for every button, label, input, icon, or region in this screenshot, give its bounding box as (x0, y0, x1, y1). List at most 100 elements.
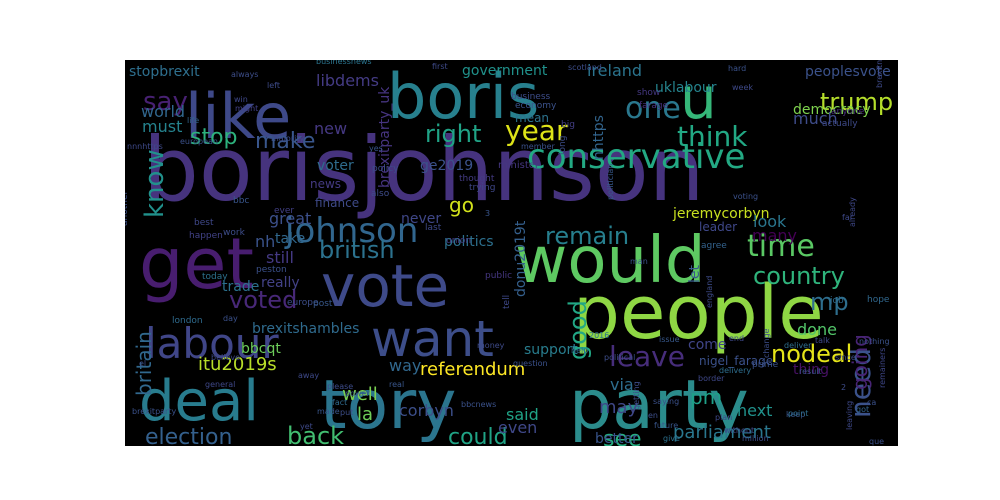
cloud-word-without: without (724, 426, 754, 435)
cloud-word-money: money (477, 341, 505, 350)
cloud-word-johnson: johnson (284, 211, 418, 251)
cloud-word-economy: economy (515, 101, 557, 111)
cloud-word-mp: mp (810, 288, 849, 316)
cloud-word-leader: leader (699, 220, 737, 234)
cloud-word-talk: talk (815, 336, 830, 345)
cloud-word-go: go (449, 193, 474, 217)
cloud-word-tory: tory (320, 366, 456, 445)
cloud-word-union: union (446, 236, 471, 246)
cloud-word-plan: plan (715, 413, 732, 422)
cloud-word-peston: peston (256, 265, 287, 275)
cloud-word-voting: voting (733, 192, 758, 201)
cloud-word-ever: ever (274, 206, 294, 216)
cloud-word-trade: trade (222, 279, 259, 295)
cloud-word-prime: prime (752, 360, 779, 370)
cloud-word-might: might (235, 104, 258, 113)
cloud-word-away: away (298, 371, 319, 380)
cloud-word-referendum: referendum (420, 359, 525, 380)
cloud-word-better: better (595, 431, 638, 446)
cloud-word-new: new (314, 119, 347, 138)
cloud-word-done: done (797, 320, 837, 339)
cloud-word-would: would (515, 224, 705, 298)
cloud-word-million: million (742, 434, 769, 443)
cloud-word-delivery: delivery (719, 366, 751, 375)
cloud-word-minister: minister (498, 160, 540, 171)
cloud-word-uklabour: uklabour (655, 80, 717, 96)
cloud-word-mean: mean (515, 111, 549, 125)
cloud-word-even: even (498, 418, 537, 437)
cloud-word-leave: leave (609, 340, 685, 373)
cloud-word-also: also (371, 189, 390, 199)
cloud-word-london: london (172, 316, 203, 326)
cloud-word-brexitparty: brexitparty (132, 407, 176, 416)
cloud-word-europe: europe (287, 298, 319, 308)
cloud-word-news: news (310, 177, 341, 191)
cloud-word-world: world (141, 102, 185, 121)
cloud-word-still: still (266, 248, 294, 267)
cloud-word-already: already (848, 197, 857, 227)
cloud-word-another: another (125, 191, 130, 226)
cloud-word-going: going (848, 334, 872, 390)
cloud-word-let: let (687, 264, 703, 283)
cloud-word-nh: nh (255, 232, 275, 251)
cloud-word-really: really (261, 275, 300, 291)
cloud-word-power: power (345, 389, 370, 398)
cloud-word-know: know (140, 149, 170, 218)
cloud-word-result: result (799, 367, 822, 376)
cloud-word-best: best (194, 218, 214, 228)
cloud-word-year: year (505, 114, 568, 147)
cloud-word-brexitshambles: brexitshambles (252, 321, 359, 337)
cloud-word-big: big (561, 120, 575, 130)
cloud-word-parliament: parliament (673, 422, 771, 443)
cloud-word-politics: politics (444, 234, 494, 250)
cloud-word-itu2019s: itu2019s (198, 354, 277, 375)
cloud-word-democracy: democracy (793, 102, 871, 118)
cloud-word-jeremycorbyn: jeremycorbyn (672, 206, 770, 222)
cloud-word-support: support (524, 342, 578, 358)
cloud-word-el: el (139, 359, 146, 368)
cloud-word-remain: remain (545, 222, 629, 250)
cloud-word-thought: thought (459, 174, 495, 184)
cloud-word-said: said (506, 405, 539, 424)
cloud-word-never: never (401, 211, 441, 227)
cloud-word-agree: agree (701, 241, 727, 251)
cloud-word-3: 3 (485, 209, 490, 218)
cloud-word-always: always (231, 70, 258, 79)
cloud-word-european: european (180, 137, 218, 146)
cloud-word-believe: believe (211, 353, 240, 362)
cloud-word-see: see (603, 427, 642, 446)
cloud-word-england: england (705, 276, 714, 308)
cloud-word-member: member (521, 142, 556, 151)
cloud-word-please: please (327, 382, 353, 391)
cloud-word-businessnews: businessnews (316, 60, 372, 66)
cloud-word-next: next (737, 401, 772, 420)
cloud-word-anyone: anyone (831, 107, 865, 117)
cloud-word-long: long (558, 136, 568, 155)
cloud-word-well: well (342, 384, 378, 405)
cloud-word-corbyn: corbyn (399, 401, 454, 420)
cloud-word-bbc: bbc (233, 196, 249, 206)
cloud-word-leaving: leaving (845, 401, 854, 430)
cloud-word-border: border (698, 374, 725, 383)
cloud-word-farage: farage (639, 101, 669, 111)
cloud-word-brexitparty-uk: brexitparty_uk (377, 86, 393, 188)
cloud-word-trying: trying (469, 183, 495, 193)
cloud-word-business: business (511, 92, 551, 102)
cloud-word-future: future (654, 421, 678, 430)
cloud-word-deliver: deliver (784, 341, 812, 350)
cloud-word-borisjohnson: borisjohnson (143, 118, 704, 221)
cloud-word-yes: yes (369, 144, 383, 153)
cloud-word-2: 2 (841, 383, 846, 392)
cloud-word-one: one (625, 91, 681, 126)
cloud-word-thing: thing (793, 362, 829, 378)
cloud-word-election: election (145, 425, 232, 446)
cloud-word-make: make (255, 129, 315, 154)
cloud-word-happen: happen (189, 231, 223, 241)
cloud-word-bbcnews: bbcnews (461, 400, 496, 409)
cloud-word-en: en (648, 411, 658, 420)
cloud-word-majority: majority (271, 134, 304, 143)
cloud-word-party: party (569, 366, 749, 445)
cloud-word-way: way (389, 356, 421, 375)
cloud-word-getting: getting (632, 381, 641, 410)
